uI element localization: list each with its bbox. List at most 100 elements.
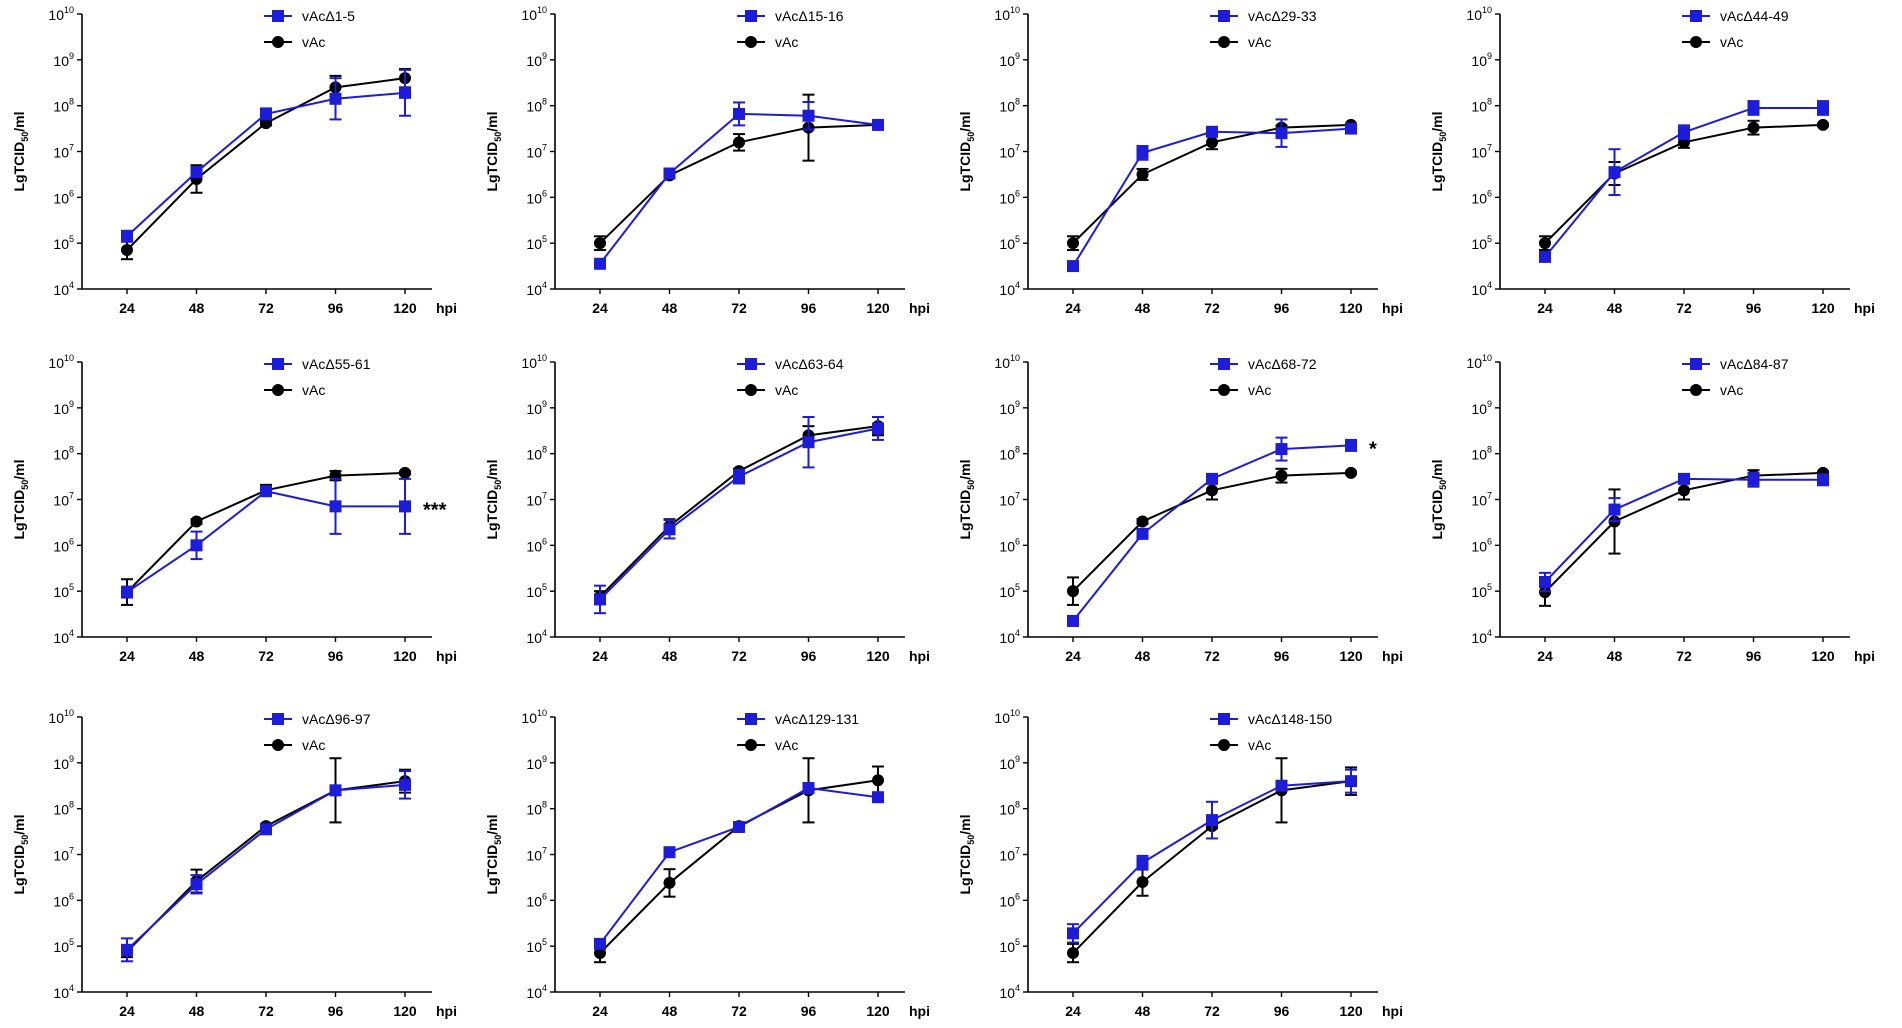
series-control xyxy=(1067,466,1357,606)
y-tick-label: 104 xyxy=(53,983,74,1001)
data-point-square xyxy=(1539,250,1551,263)
x-tick-label: 72 xyxy=(258,648,274,664)
x-tick-label: 24 xyxy=(1065,300,1081,316)
x-tick-label: 24 xyxy=(119,648,135,664)
data-point-square xyxy=(733,821,745,833)
y-tick-label: 105 xyxy=(53,937,74,955)
data-point-square xyxy=(1136,146,1149,159)
series-control xyxy=(1539,466,1829,607)
legend-label: vAc xyxy=(1720,34,1743,50)
y-tick-label: 109 xyxy=(53,754,74,772)
legend-marker-square xyxy=(1218,10,1230,22)
x-tick-label: 24 xyxy=(1065,648,1081,664)
x-tick-label: 72 xyxy=(731,648,747,664)
y-axis-label: LgTCID50/ml xyxy=(484,814,503,894)
y-tick-label: 106 xyxy=(1471,536,1492,554)
x-tick-label: 24 xyxy=(1537,300,1553,316)
data-point-circle xyxy=(1067,585,1079,598)
y-tick-label: 107 xyxy=(53,143,74,161)
legend-entry-mutant: vAcΔ44-49 xyxy=(1682,8,1789,24)
series-mutant xyxy=(121,68,411,243)
y-tick-label: 1010 xyxy=(521,353,547,371)
legend-label: vAc xyxy=(1248,34,1271,50)
data-point-square xyxy=(872,791,884,804)
series-line xyxy=(599,779,879,954)
data-point-square xyxy=(663,846,676,859)
legend-entry-control: vAc xyxy=(1682,382,1743,398)
data-point-square xyxy=(594,257,606,270)
y-tick-label: 109 xyxy=(526,754,547,772)
y-tick-label: 107 xyxy=(999,491,1020,509)
data-point-square xyxy=(260,107,272,120)
y-tick-label: 1010 xyxy=(994,353,1020,371)
x-tick-label: 24 xyxy=(1537,648,1553,664)
data-point-circle xyxy=(872,774,884,787)
x-tick-label: 96 xyxy=(1746,300,1762,316)
y-tick-label: 105 xyxy=(999,234,1020,252)
data-point-square xyxy=(1275,443,1288,456)
chart-panel-2: 104 105 106 107 108 109 1010 24 48 72 96 120 hpi LgTC… xyxy=(484,5,930,316)
x-axis-label: hpi xyxy=(1854,300,1875,316)
y-tick-label: 104 xyxy=(53,280,74,298)
legend-marker-square xyxy=(1690,358,1702,370)
y-axis-label: LgTCID50/ml xyxy=(957,459,976,539)
x-axis-label: hpi xyxy=(1382,1003,1403,1019)
data-point-square xyxy=(1136,527,1149,540)
x-tick-label: 24 xyxy=(119,300,135,316)
data-point-circle xyxy=(663,876,676,889)
y-tick-label: 1010 xyxy=(1466,5,1492,23)
legend-entry-control: vAc xyxy=(737,382,798,398)
y-tick-label: 109 xyxy=(1471,51,1492,69)
legend-marker-square xyxy=(272,358,284,370)
y-axis-label: LgTCID50/ml xyxy=(11,814,30,894)
x-tick-label: 120 xyxy=(393,300,417,316)
data-point-square xyxy=(872,422,884,435)
legend-marker-square xyxy=(272,10,284,22)
y-tick-label: 1010 xyxy=(994,708,1020,726)
x-tick-label: 120 xyxy=(866,648,890,664)
x-tick-label: 72 xyxy=(1204,648,1220,664)
y-tick-label: 107 xyxy=(53,491,74,509)
data-point-circle xyxy=(1067,947,1079,960)
x-tick-label: 48 xyxy=(1135,648,1151,664)
data-point-square xyxy=(1345,775,1357,788)
x-tick-label: 96 xyxy=(1274,300,1290,316)
series-mutant xyxy=(121,770,411,963)
data-point-square xyxy=(1206,125,1218,138)
x-tick-label: 96 xyxy=(328,1003,344,1019)
data-point-square xyxy=(1275,127,1288,140)
x-axis-label: hpi xyxy=(909,300,930,316)
legend-label: vAcΔ44-49 xyxy=(1720,8,1789,24)
x-axis-label: hpi xyxy=(909,648,930,664)
data-point-square xyxy=(872,118,884,131)
data-point-square xyxy=(1608,503,1621,516)
x-tick-label: 120 xyxy=(1339,300,1363,316)
y-tick-label: 105 xyxy=(1471,234,1492,252)
x-tick-label: 48 xyxy=(1135,300,1151,316)
x-tick-label: 120 xyxy=(1811,300,1835,316)
legend-label: vAc xyxy=(1248,737,1271,753)
data-point-square xyxy=(260,823,272,836)
y-axis-label: LgTCID50/ml xyxy=(11,111,30,191)
chart-panel-6: 104 105 106 107 108 109 1010 24 48 72 96 120 hpi LgTC… xyxy=(484,353,930,664)
data-point-square xyxy=(1608,166,1621,179)
series-mutant xyxy=(594,416,884,615)
legend-marker-circle xyxy=(745,739,757,751)
x-tick-label: 72 xyxy=(258,1003,274,1019)
x-axis-label: hpi xyxy=(1854,648,1875,664)
x-tick-label: 120 xyxy=(866,1003,890,1019)
legend-entry-control: vAc xyxy=(264,382,325,398)
legend-entry-control: vAc xyxy=(1210,382,1271,398)
y-tick-label: 106 xyxy=(999,188,1020,206)
series-mutant xyxy=(594,782,884,950)
x-tick-label: 48 xyxy=(1135,1003,1151,1019)
data-point-square xyxy=(802,782,815,795)
y-axis-label: LgTCID50/ml xyxy=(484,459,503,539)
x-axis-label: hpi xyxy=(436,300,457,316)
data-point-square xyxy=(1539,576,1551,588)
data-point-square xyxy=(594,593,606,606)
legend-label: vAcΔ148-150 xyxy=(1248,711,1332,727)
data-point-circle xyxy=(190,515,203,528)
y-tick-label: 107 xyxy=(1471,491,1492,509)
